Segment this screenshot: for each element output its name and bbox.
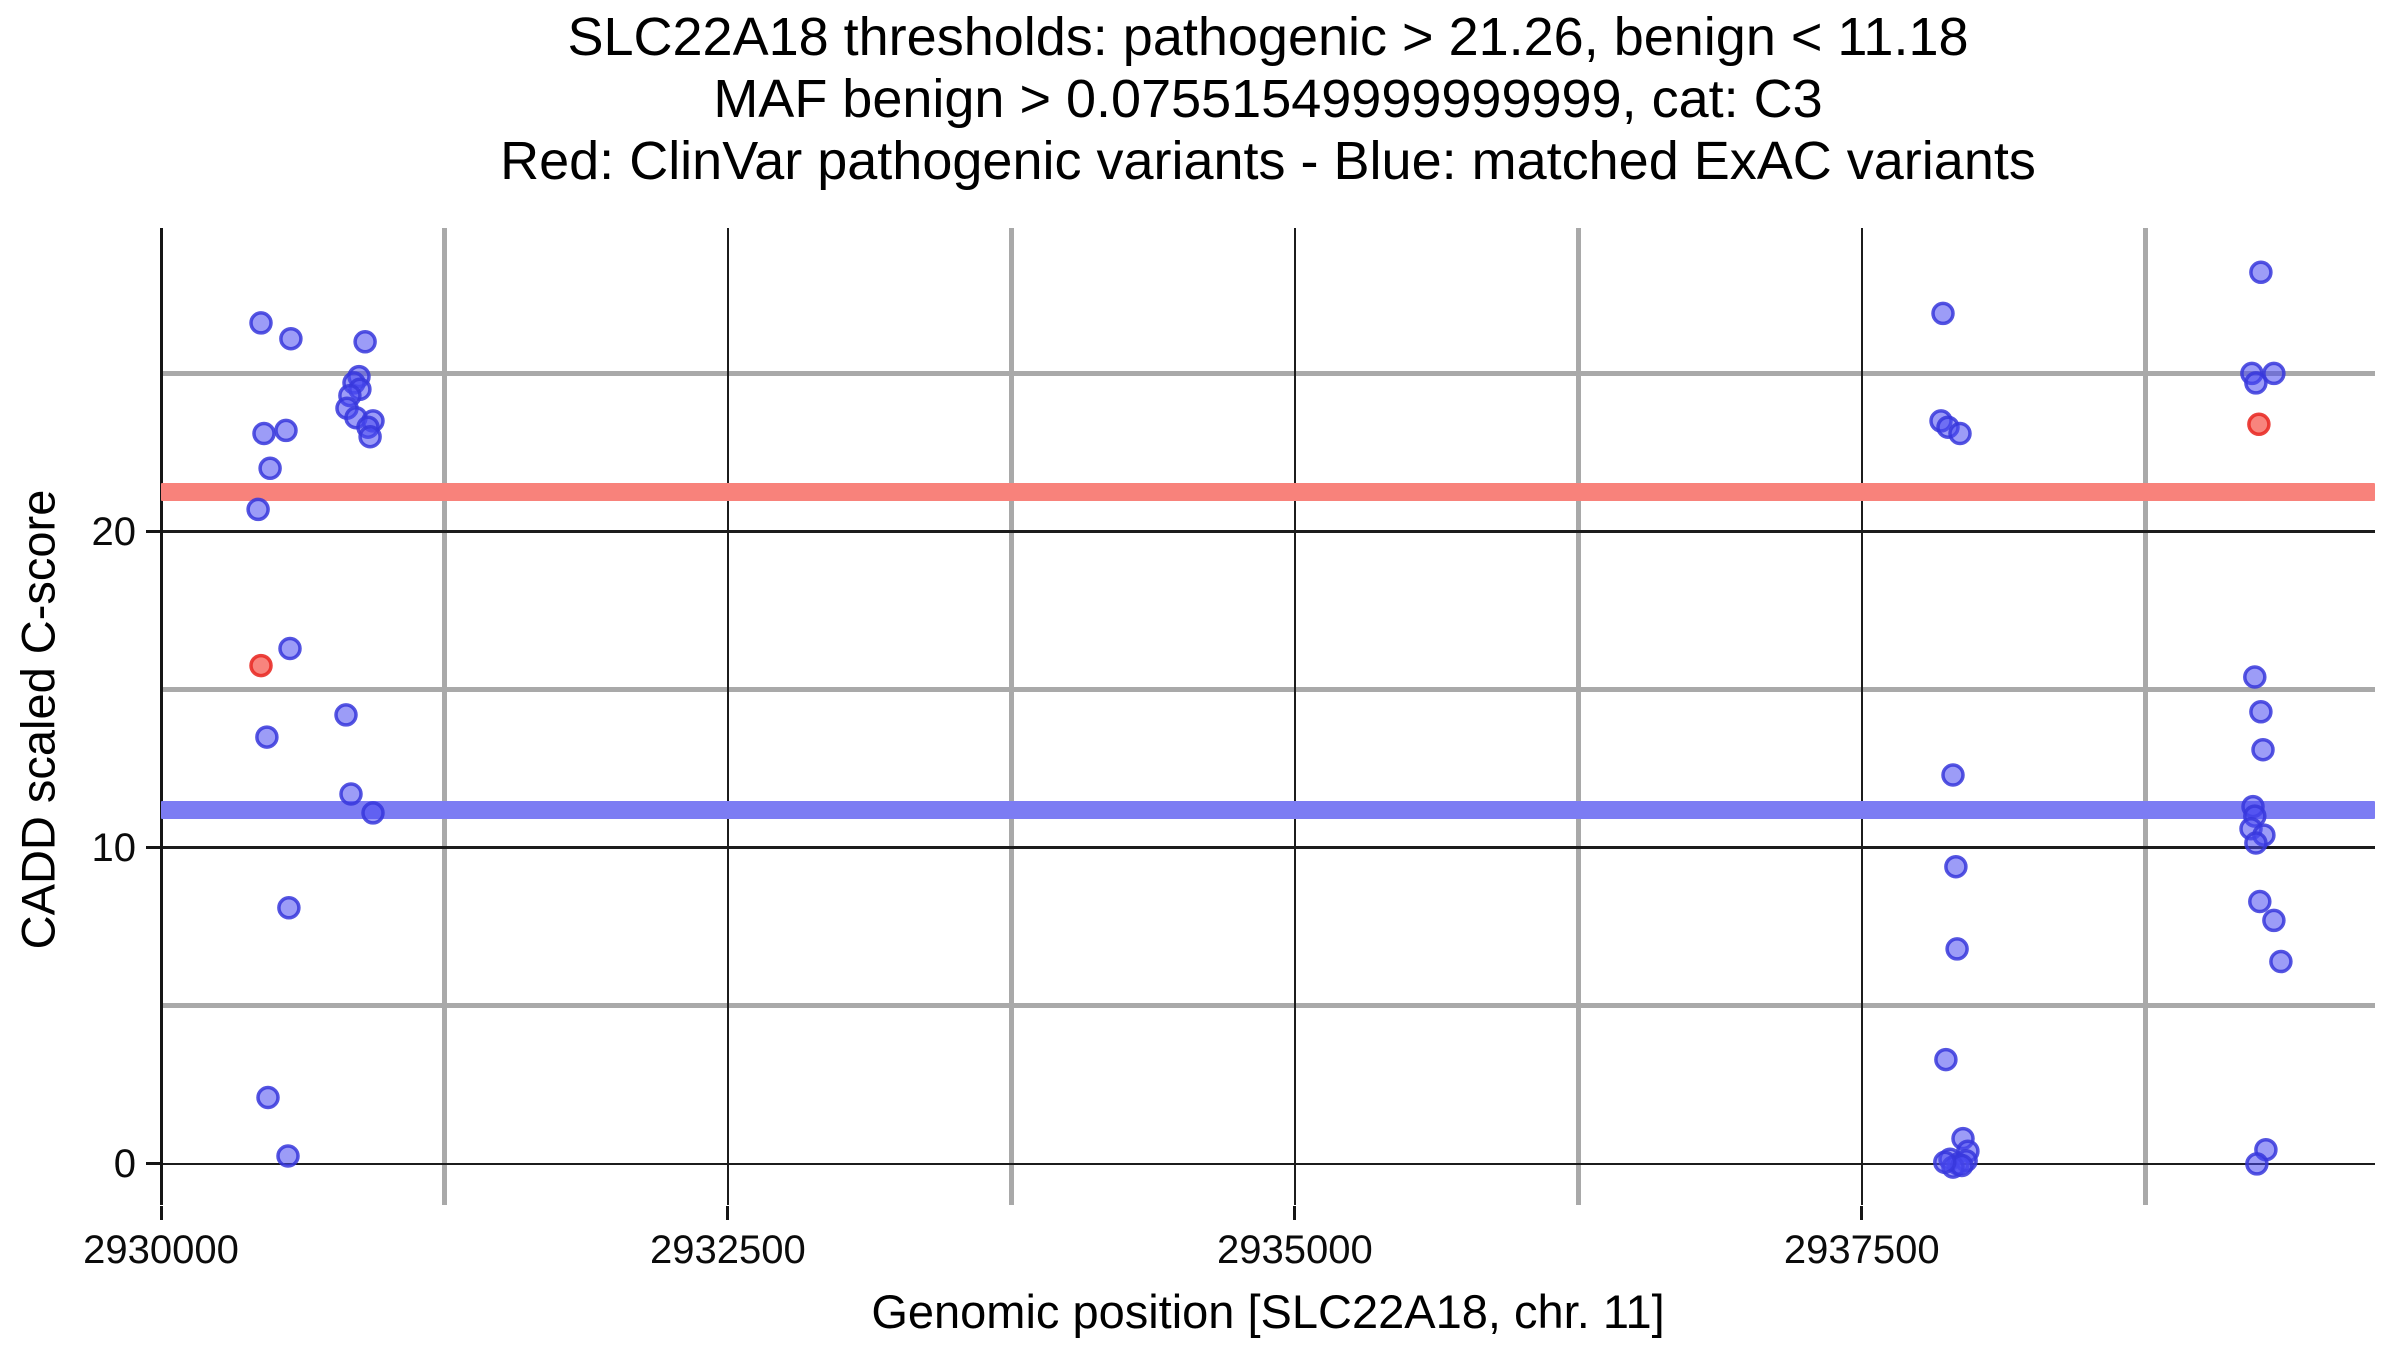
data-point-exac	[2249, 260, 2273, 285]
data-point-exac	[2269, 949, 2293, 974]
chart-title-line-2: MAF benign > 0.07551549999999999, cat: C…	[713, 69, 1823, 129]
x-major-gridline	[1860, 228, 1864, 1205]
y-axis-tick	[146, 530, 160, 534]
chart-title-line-1: SLC22A18 thresholds: pathogenic > 21.26,…	[567, 7, 1969, 67]
x-axis-tick	[726, 1206, 730, 1220]
y-minor-gridline	[161, 1003, 2375, 1009]
y-axis-tick	[146, 846, 160, 850]
data-point-exac	[2249, 700, 2273, 724]
y-major-gridline	[161, 530, 2375, 533]
x-axis-tick	[1860, 1206, 1864, 1220]
data-point-exac	[339, 782, 363, 806]
data-point-exac	[2262, 361, 2286, 386]
x-minor-gridline	[441, 228, 447, 1205]
data-point-clinvar	[2247, 412, 2271, 437]
x-axis-tick-label: 2932500	[650, 1228, 806, 1272]
data-point-exac	[358, 424, 382, 449]
data-point-exac	[2262, 908, 2286, 933]
x-minor-gridline	[1575, 228, 1581, 1205]
data-point-exac	[1944, 854, 1968, 879]
data-point-exac	[279, 326, 303, 351]
data-point-exac	[1948, 421, 1972, 446]
x-major-gridline	[1293, 228, 1297, 1205]
data-point-exac	[334, 703, 358, 727]
data-point-clinvar	[249, 653, 273, 678]
y-axis-tick-label: 20	[91, 509, 137, 554]
data-point-exac	[361, 801, 385, 825]
data-point-exac	[258, 456, 282, 481]
x-minor-gridline	[1008, 228, 1014, 1205]
data-point-exac	[1931, 301, 1955, 326]
x-major-gridline	[726, 228, 730, 1205]
x-axis-tick	[159, 1206, 163, 1220]
y-axis-tick-label: 10	[91, 825, 137, 870]
x-minor-gridline	[2142, 228, 2148, 1205]
chart-title-block: SLC22A18 thresholds: pathogenic > 21.26,…	[161, 6, 2375, 192]
x-axis-tick	[1293, 1206, 1297, 1220]
data-point-exac	[2244, 831, 2268, 855]
x-axis-tick-label: 2935000	[1216, 1228, 1373, 1272]
x-axis-tick-label: 2937500	[1783, 1228, 1940, 1272]
y-major-gridline	[161, 846, 2375, 849]
y-minor-gridline	[161, 687, 2375, 693]
data-point-exac	[276, 1144, 300, 1168]
y-major-gridline	[161, 1162, 2375, 1166]
y-axis-tick-label: 0	[113, 1141, 136, 1186]
data-point-exac	[1934, 1047, 1958, 1072]
data-point-exac	[246, 497, 270, 522]
y-axis-tick	[146, 1162, 160, 1166]
benign-threshold-line	[161, 801, 2375, 820]
data-point-exac	[1941, 763, 1965, 787]
data-point-exac	[255, 725, 279, 749]
x-axis-title: Genomic position [SLC22A18, chr. 11]	[871, 1285, 1665, 1338]
data-point-exac	[256, 1085, 280, 1110]
y-minor-gridline	[161, 370, 2375, 376]
data-point-exac	[2245, 1152, 2269, 1176]
chart-title-line-3: Red: ClinVar pathogenic variants - Blue:…	[500, 131, 2036, 191]
data-point-exac	[278, 636, 302, 661]
x-axis-tick-label: 2930000	[83, 1228, 239, 1272]
data-point-exac	[277, 896, 301, 920]
data-point-exac	[252, 421, 276, 446]
data-point-exac	[2243, 665, 2267, 689]
data-point-exac	[1933, 1150, 1957, 1175]
data-point-exac	[249, 311, 273, 335]
data-point-exac	[1945, 937, 1969, 961]
y-axis-line	[159, 228, 163, 1205]
data-point-exac	[2248, 889, 2272, 914]
data-point-exac	[2244, 371, 2268, 395]
data-point-exac	[353, 330, 377, 354]
data-point-exac	[274, 418, 298, 443]
pathogenic-threshold-line	[161, 482, 2375, 501]
data-point-exac	[2251, 737, 2275, 762]
